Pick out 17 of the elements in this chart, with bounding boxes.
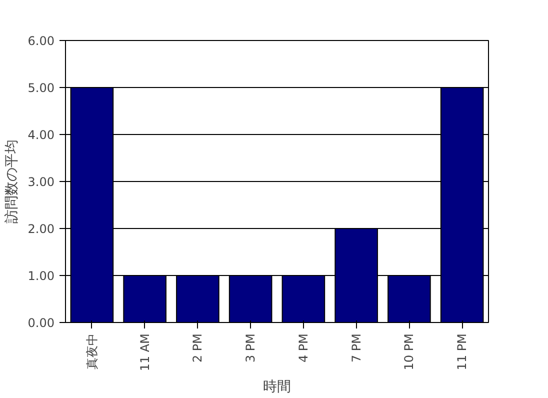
x-tick-label: 2 PM (190, 333, 205, 363)
y-tick-label: 0.00 (28, 316, 54, 330)
x-tick-label: 11 AM (138, 333, 152, 372)
x-tick-label: 3 PM (244, 333, 258, 363)
y-tick-label: 4.00 (28, 128, 54, 142)
x-tick-label: 10 PM (402, 333, 416, 370)
y-tick-label: 1.00 (28, 269, 54, 283)
x-tick-label: 4 PM (296, 333, 310, 363)
x-axis-title: 時間 (263, 379, 291, 396)
y-tick-label: 3.00 (28, 175, 54, 189)
y-tick-label: 2.00 (28, 222, 54, 236)
x-tick-label: 7 PM (349, 333, 364, 363)
y-axis-title: 訪問数の平均 (4, 140, 20, 224)
x-tick-label: 11 PM (455, 333, 470, 370)
x-tick-label: 真夜中 (84, 334, 99, 370)
y-tick-label: 5.00 (28, 81, 54, 95)
y-tick-label: 6.00 (28, 34, 54, 48)
